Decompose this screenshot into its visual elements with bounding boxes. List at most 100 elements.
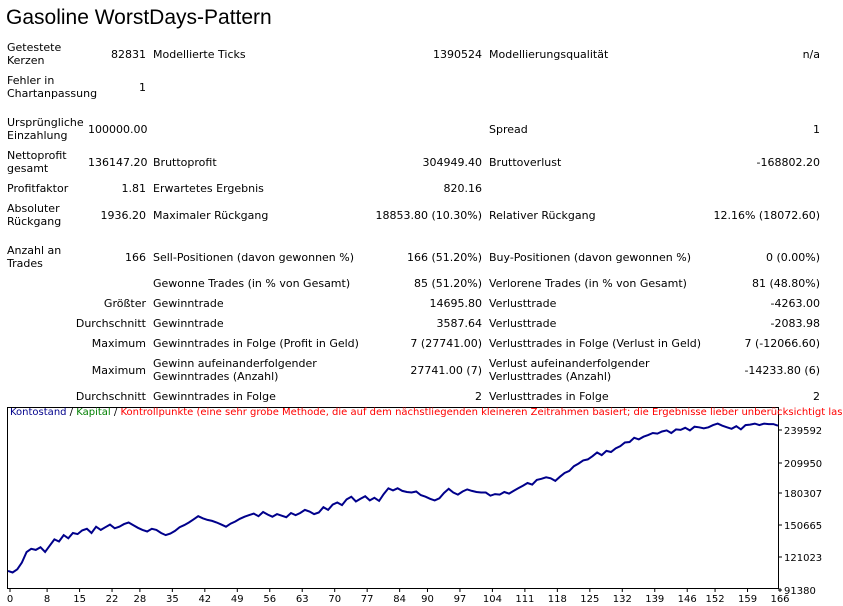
y-tick-label: 91380	[784, 586, 816, 597]
x-tick-label: 63	[296, 594, 309, 605]
label-durchschnitt-2: Durchschnitt	[75, 390, 146, 403]
label-gewinn-aufeinanderfolgend: Gewinn aufeinanderfolgender Gewinntrades…	[153, 357, 317, 383]
x-tick-label: 8	[44, 594, 50, 605]
value-gewinntrades-in-folge: 7 (27741.00)	[410, 337, 482, 350]
y-tick-label: 239592	[784, 426, 822, 437]
label-bruttoprofit: Bruttoprofit	[153, 156, 217, 169]
x-tick-label: 166	[770, 594, 789, 605]
label-gewonne-trades: Gewonne Trades (in % von Gesamt)	[153, 277, 351, 290]
value-erwartetes-ergebnis: 820.16	[443, 182, 483, 195]
x-tick-label: 125	[580, 594, 599, 605]
value-gewonne-trades: 85 (51.20%)	[413, 277, 482, 290]
value-verlusttrades-in-folge: 7 (-12066.60)	[744, 337, 820, 350]
label-bruttoverlust: Bruttoverlust	[489, 156, 562, 169]
x-tick-label: 35	[166, 594, 179, 605]
y-tick-label: 121023	[784, 553, 822, 564]
value-durchschnitt-verlusttrade: -2083.98	[770, 317, 820, 330]
balance-chart: 239592 209950 180307 150665 121023 91380 0 8 15…	[7, 407, 822, 605]
x-tick-label: 49	[231, 594, 244, 605]
chart-plot-area	[7, 407, 779, 589]
label-durchschnitt-verlusttrade: Verlusttrade	[489, 317, 557, 330]
label-durchschnitt-gewinntrades-folge: Gewinntrades in Folge	[153, 390, 276, 403]
value-bruttoprofit: 304949.40	[422, 156, 483, 169]
label-nettoprofit: Nettoprofit gesamt	[7, 149, 67, 175]
chart-legend: Kontostand / Kapital / Kontrollpunkte (e…	[10, 407, 843, 419]
label-relativer-rueckgang: Relativer Rückgang	[489, 209, 596, 222]
label-urspruengliche-einzahlung: Ursprüngliche Einzahlung	[7, 116, 84, 142]
x-tick-label: 132	[613, 594, 632, 605]
value-nettoprofit: 136147.20	[88, 156, 148, 169]
value-buy-positionen: 0 (0.00%)	[765, 251, 820, 264]
label-gewinntrades-in-folge: Gewinntrades in Folge (Profit in Geld)	[153, 337, 359, 350]
label-maximaler-rueckgang: Maximaler Rückgang	[153, 209, 269, 222]
value-modellierte-ticks: 1390524	[433, 48, 482, 61]
value-durchschnitt-verlusttrades-folge: 2	[813, 390, 820, 403]
value-absoluter-rueckgang: 1936.20	[100, 209, 147, 222]
x-tick-label: 118	[548, 594, 567, 605]
value-spread: 1	[813, 123, 820, 136]
value-gewinn-aufeinanderfolgend: 27741.00 (7)	[410, 364, 482, 377]
value-verlust-aufeinanderfolgend: -14233.80 (6)	[744, 364, 820, 377]
page-title: Gasoline WorstDays-Pattern	[6, 6, 272, 29]
label-durchschnitt: Durchschnitt	[75, 317, 146, 330]
x-tick-label: 42	[198, 594, 211, 605]
label-maximum-1: Maximum	[91, 337, 146, 350]
label-groesster: Größter	[103, 297, 146, 310]
x-tick-label: 139	[645, 594, 664, 605]
x-tick-label: 104	[483, 594, 502, 605]
x-tick-label: 90	[421, 594, 434, 605]
label-durchschnitt-verlusttrades-folge: Verlusttrades in Folge	[489, 390, 609, 403]
value-bruttoverlust: -168802.20	[756, 156, 820, 169]
x-tick-label: 146	[678, 594, 697, 605]
value-profitfaktor: 1.81	[121, 182, 147, 195]
x-tick-label: 97	[454, 594, 467, 605]
label-sell-positionen: Sell-Positionen (davon gewonnen %)	[153, 251, 355, 264]
label-verlust-aufeinanderfolgend: Verlust aufeinanderfolgender Verlusttrad…	[489, 357, 650, 383]
value-groesster-verlusttrade: -4263.00	[770, 297, 820, 310]
label-verlusttrades-in-folge: Verlusttrades in Folge (Verlust in Geld)	[489, 337, 702, 350]
x-tick-label: 15	[73, 594, 86, 605]
label-erwartetes-ergebnis: Erwartetes Ergebnis	[153, 182, 264, 195]
value-relativer-rueckgang: 12.16% (18072.60)	[713, 209, 820, 222]
value-groesster-gewinntrade: 14695.80	[429, 297, 483, 310]
y-axis: 239592 209950 180307 150665 121023 91380	[778, 426, 822, 597]
value-sell-positionen: 166 (51.20%)	[406, 251, 482, 264]
value-fehler-chartanpassung: 1	[139, 81, 146, 94]
label-buy-positionen: Buy-Positionen (davon gewonnen %)	[489, 251, 691, 264]
balance-line	[7, 422, 779, 574]
label-spread: Spread	[489, 123, 528, 136]
x-tick-label: 77	[361, 594, 374, 605]
value-modellierungsqualitaet: n/a	[802, 48, 820, 61]
label-durchschnitt-gewinntrade: Gewinntrade	[153, 317, 224, 330]
value-urspruengliche-einzahlung: 100000.00	[88, 123, 148, 136]
legend-kontrollpunkte: Kontrollpunkte (eine sehr grobe Methode,…	[120, 407, 843, 418]
label-fehler-chartanpassung: Fehler in Chartanpassung	[7, 74, 98, 100]
label-absoluter-rueckgang: Absoluter Rückgang	[7, 202, 62, 228]
x-axis: 0 8 15 22 28 35 42 49 56 63 70 77 84 90 97 104 111 118 125…	[7, 588, 790, 605]
legend-separator-2: /	[110, 407, 121, 418]
label-verlorene-trades: Verlorene Trades (in % von Gesamt)	[489, 277, 687, 290]
legend-kontostand: Kontostand	[10, 407, 67, 418]
x-tick-label: 22	[106, 594, 119, 605]
x-tick-label: 28	[134, 594, 147, 605]
label-modellierte-ticks: Modellierte Ticks	[153, 48, 246, 61]
label-anzahl-trades: Anzahl an Trades	[7, 244, 62, 270]
x-tick-label: 84	[393, 594, 406, 605]
label-getestete-kerzen: Getestete Kerzen	[7, 41, 62, 67]
x-tick-label: 56	[263, 594, 276, 605]
y-tick-label: 150665	[784, 521, 822, 532]
x-tick-label: 111	[515, 594, 534, 605]
label-groesster-gewinntrade: Gewinntrade	[153, 297, 224, 310]
value-durchschnitt-gewinntrade: 3587.64	[436, 317, 483, 330]
value-durchschnitt-gewinntrades-folge: 2	[475, 390, 482, 403]
y-tick-label: 209950	[784, 459, 822, 470]
label-modellierungsqualitaet: Modellierungsqualität	[489, 48, 609, 61]
x-tick-label: 70	[328, 594, 341, 605]
value-verlorene-trades: 81 (48.80%)	[751, 277, 820, 290]
legend-kapital: Kapital	[76, 407, 111, 418]
x-tick-label: 152	[706, 594, 725, 605]
value-maximaler-rueckgang: 18853.80 (10.30%)	[375, 209, 482, 222]
label-maximum-2: Maximum	[91, 364, 146, 377]
x-tick-label: 0	[7, 594, 13, 605]
y-tick-label: 180307	[784, 489, 822, 500]
